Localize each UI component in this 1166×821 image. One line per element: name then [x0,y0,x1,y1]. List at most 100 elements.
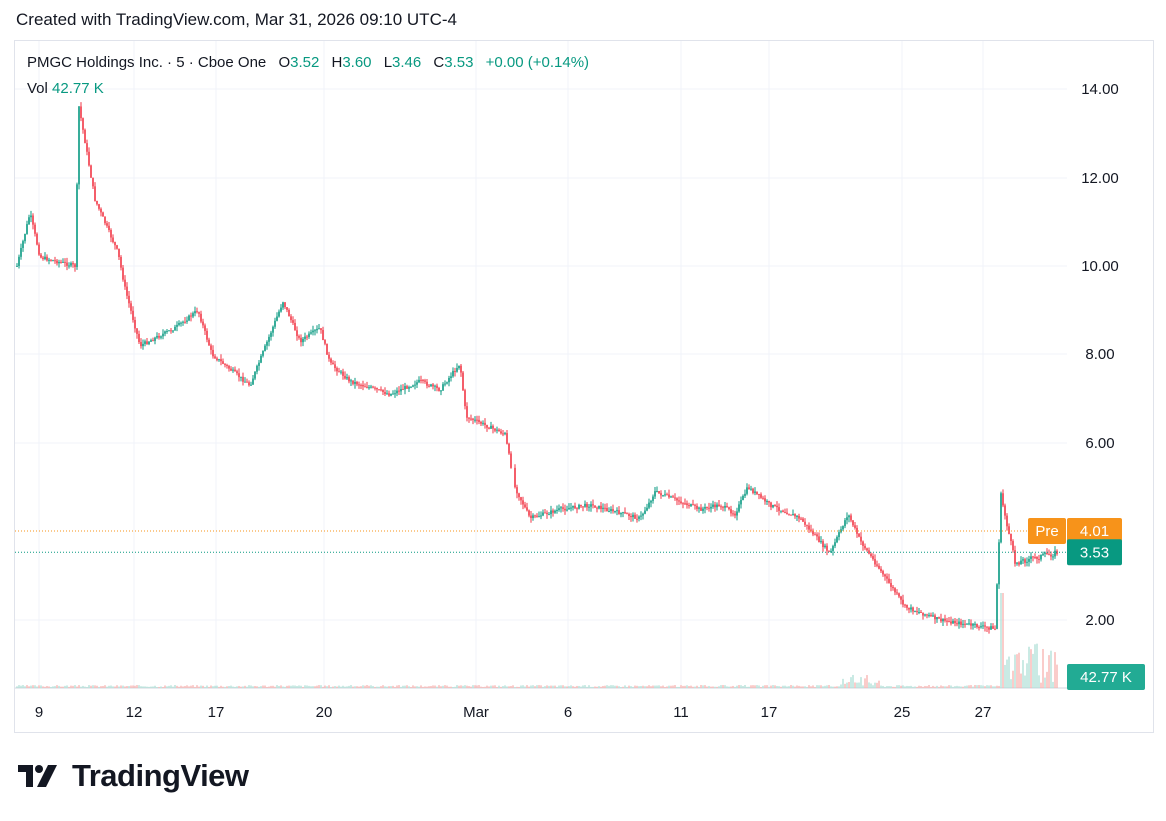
volume-bar [274,686,276,688]
volume-bar [1018,652,1020,688]
volume-bar [496,686,498,688]
candle-body [776,505,778,508]
volume-bar [354,686,356,688]
candle-body [50,259,52,261]
candle-body [722,506,724,508]
volume-bar [758,685,760,688]
candle-body [258,362,260,366]
volume-bar [34,685,36,688]
volume-bar [30,685,32,688]
candle-body [956,623,958,625]
candle-body [750,488,752,490]
volume-bar [174,685,176,688]
candle-body [44,256,46,259]
candle-body [908,607,910,610]
volume-bar [762,685,764,688]
candle-body [46,256,48,261]
candle-body [504,433,506,435]
volume-bar [646,686,648,688]
candle-body [980,626,982,628]
volume-bar [952,686,954,688]
volume-value-badge-bg [1067,664,1145,690]
volume-bar [150,686,152,688]
volume-bar [272,685,274,688]
volume-bar [748,686,750,688]
candle-body [118,248,120,257]
candle-body [248,382,250,386]
volume-bar [288,685,290,688]
candle-body [702,508,704,511]
volume-bar [1044,677,1046,688]
candle-body [714,504,716,508]
volume-bar [686,685,688,688]
candle-body [114,242,116,246]
volume-bar [910,685,912,688]
volume-bar [700,685,702,688]
volume-bar [726,686,728,688]
candle-body [184,321,186,323]
candle-body [36,233,38,245]
symbol-info[interactable]: PMGC Holdings Inc. · 5 · Cboe One [27,54,267,71]
volume-bar [114,686,116,688]
volume-bar [960,686,962,688]
candle-body [66,262,68,266]
volume-bar [180,685,182,688]
volume-bar [112,686,114,688]
volume-bar [984,686,986,688]
candle-body [218,359,220,361]
volume-bar [880,685,882,688]
candle-body [450,376,452,378]
volume-bar [518,686,520,688]
candle-body [990,626,992,630]
candle-body [318,328,320,330]
candle-body [584,503,586,507]
candle-body [1010,533,1012,542]
candle-body [422,380,424,382]
candle-body [434,385,436,387]
candle-body [282,302,284,308]
candle-body [86,143,88,152]
volume-bar [796,685,798,688]
volume-bar [470,686,472,688]
volume-bar [1000,593,1002,688]
volume-bar [298,685,300,688]
candle-body [804,521,806,525]
candle-body [934,615,936,620]
candle-body [822,541,824,548]
candle-body [882,571,884,575]
volume-bar [228,686,230,688]
volume-bar [440,686,442,688]
volume-label[interactable]: Vol [27,80,48,97]
volume-bar [188,686,190,688]
candle-body [982,625,984,627]
candle-body [48,259,50,261]
candle-body [746,487,748,494]
volume-bar [108,685,110,688]
candle-body [278,311,280,317]
volume-bar [184,685,186,688]
volume-bar [106,686,108,688]
volume-bar [254,685,256,688]
volume-bar [554,685,556,688]
candle-body [104,216,106,224]
candle-body [464,390,466,407]
candle-body [482,422,484,424]
candle-body [140,342,142,347]
volume-bar [786,686,788,688]
candle-body [64,261,66,263]
volume-bar [942,686,944,688]
volume-bar [256,686,258,688]
volume-bar [36,686,38,688]
volume-bar [1022,660,1024,688]
volume-bar [716,686,718,688]
candle-body [760,494,762,498]
volume-bar [300,685,302,688]
chart-frame[interactable] [14,40,1154,733]
volume-bar [390,686,392,688]
candle-body [492,425,494,429]
candle-body [172,330,174,332]
candle-body [164,331,166,334]
volume-bar [676,686,678,688]
candle-body [246,381,248,383]
